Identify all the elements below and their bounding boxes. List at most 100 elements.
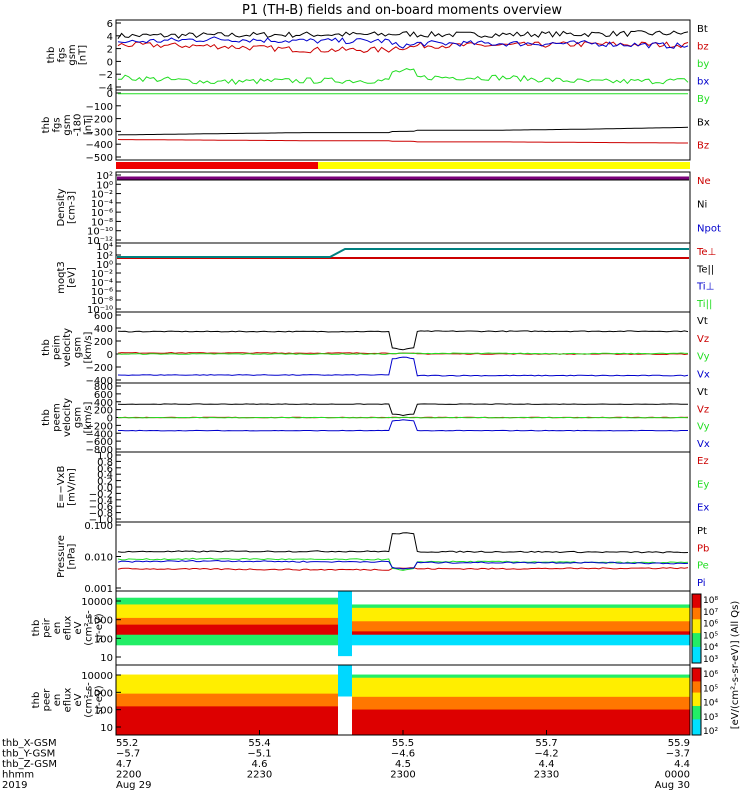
legend-entry: Vz: [697, 334, 709, 345]
heat-cell: [116, 709, 338, 714]
legend-entry: Ni: [697, 200, 707, 211]
legend-entry: bz: [697, 42, 709, 53]
colorbar-cell: [692, 708, 701, 711]
heat-cell: [116, 617, 338, 622]
heat-cell: [116, 677, 338, 682]
legend-entry: Te||: [696, 264, 714, 275]
heat-cell: [352, 700, 690, 704]
heat-cell: [116, 687, 338, 691]
colorbar-cell: [692, 690, 701, 694]
tick-value: −5.1: [247, 749, 271, 760]
y-tick-label: −1.0: [89, 515, 113, 526]
axis-label: en: [52, 622, 63, 635]
colorbar-tick: 10⁶: [703, 670, 718, 680]
y-tick-label: 10⁰: [96, 260, 113, 271]
colorbar-cell: [692, 732, 701, 736]
heat-cell: [116, 674, 338, 679]
axis-label: [cm-3]: [67, 191, 78, 224]
colorbar-tick: 10²: [703, 727, 718, 737]
heat-cell: [352, 684, 690, 688]
panel-frame: [115, 311, 691, 384]
y-tick-label: 10⁻¹⁰: [87, 305, 113, 316]
colorbar-cell: [692, 594, 701, 597]
series-Vy: [117, 352, 689, 355]
y-tick-label: 10000: [81, 597, 113, 608]
y-tick-label: 10⁻²: [91, 190, 113, 201]
legend-entry: Ey: [697, 479, 709, 490]
colorbar-cell: [692, 598, 701, 602]
panel-frame: [115, 451, 691, 523]
colorbar-cell: [692, 710, 701, 714]
tick-value: 2200: [116, 770, 141, 781]
axis-label: eV: [73, 693, 84, 706]
colorbar-cell: [692, 637, 701, 641]
colorbar-tick: 10⁴: [703, 699, 718, 709]
legend-entry: Npot: [697, 223, 721, 234]
axis-label: gsm: [62, 114, 73, 135]
colorbar-cell: [692, 726, 701, 729]
y-tick-label: 1000: [88, 688, 113, 699]
axis-label: sr-eV): [94, 685, 105, 714]
colorbar-cell: [692, 658, 701, 662]
panel-frame: [115, 171, 691, 244]
colorbar-cell: [692, 692, 701, 696]
heat-cell: [352, 719, 690, 723]
axis-label: moqt3: [56, 261, 67, 294]
legend-entry: Ex: [697, 503, 709, 514]
heat-cell: [116, 621, 338, 626]
panel-fgs-offset: 0 −100 −200−300 −400 −500 thb fgs gsm -180 [nT] By…: [41, 89, 710, 164]
y-tick-label: 10²: [96, 171, 113, 182]
y-tick-label: −200: [86, 363, 113, 374]
legend-entry: Pb: [697, 543, 709, 554]
colorbar-cell: [692, 660, 701, 664]
heat-cell: [352, 624, 690, 629]
heat-cell: [116, 607, 338, 612]
axis-label: peer: [42, 688, 53, 712]
series-Pi: [117, 559, 689, 570]
heat-cell: [116, 641, 338, 646]
axis-label: (cm²-s-: [84, 682, 95, 718]
series-Vx: [117, 356, 689, 377]
colorbar-cell: [692, 668, 701, 671]
colorbar-cell: [692, 676, 701, 680]
heat-cell: [338, 665, 352, 697]
y-tick-label: 10⁻⁴: [91, 278, 113, 289]
y-tick-label: 0.8: [97, 457, 113, 468]
y-tick-label: 0.100: [84, 521, 113, 532]
legend-entry: by: [697, 59, 709, 70]
tick-value: 2230: [247, 770, 272, 781]
tick-value: 4.4: [539, 759, 555, 770]
panel-frame: [115, 242, 691, 313]
y-tick-label: −800: [86, 445, 113, 456]
colorbar-cell: [692, 644, 701, 648]
heat-cell: [352, 725, 690, 730]
y-tick-label: −200: [86, 421, 113, 432]
axis-label: gsm: [73, 337, 84, 358]
axis-label: sr-eV): [94, 613, 105, 642]
series-Bx: [117, 126, 689, 136]
axis-label: peem: [52, 403, 63, 431]
legend-entry: Pt: [697, 526, 707, 537]
axis-label: gsm: [73, 407, 84, 428]
heat-cell: [116, 634, 338, 639]
legend-entry: Vx: [697, 439, 710, 450]
y-tick-label: −0.6: [89, 502, 113, 513]
legend-entry: Vy: [697, 422, 710, 433]
colorbar-cell: [692, 607, 701, 611]
heat-cell: [116, 693, 338, 698]
heat-cell: [352, 674, 690, 679]
series-Ti: [117, 248, 689, 258]
row-label: thb_Y-GSM: [2, 749, 55, 760]
tick-value: −5.7: [116, 749, 140, 760]
heat-cell: [352, 731, 690, 736]
y-tick-label: 2: [107, 45, 113, 56]
y-tick-label: 1.0: [97, 451, 113, 462]
heat-cell: [352, 712, 690, 717]
axis-label: velocity: [62, 398, 73, 437]
y-tick-label: 0.6: [97, 464, 113, 475]
colorbar-cell: [692, 681, 701, 685]
colorbar-cell: [692, 730, 701, 734]
y-tick-label: −400: [86, 140, 113, 151]
heat-cell: [352, 722, 690, 726]
